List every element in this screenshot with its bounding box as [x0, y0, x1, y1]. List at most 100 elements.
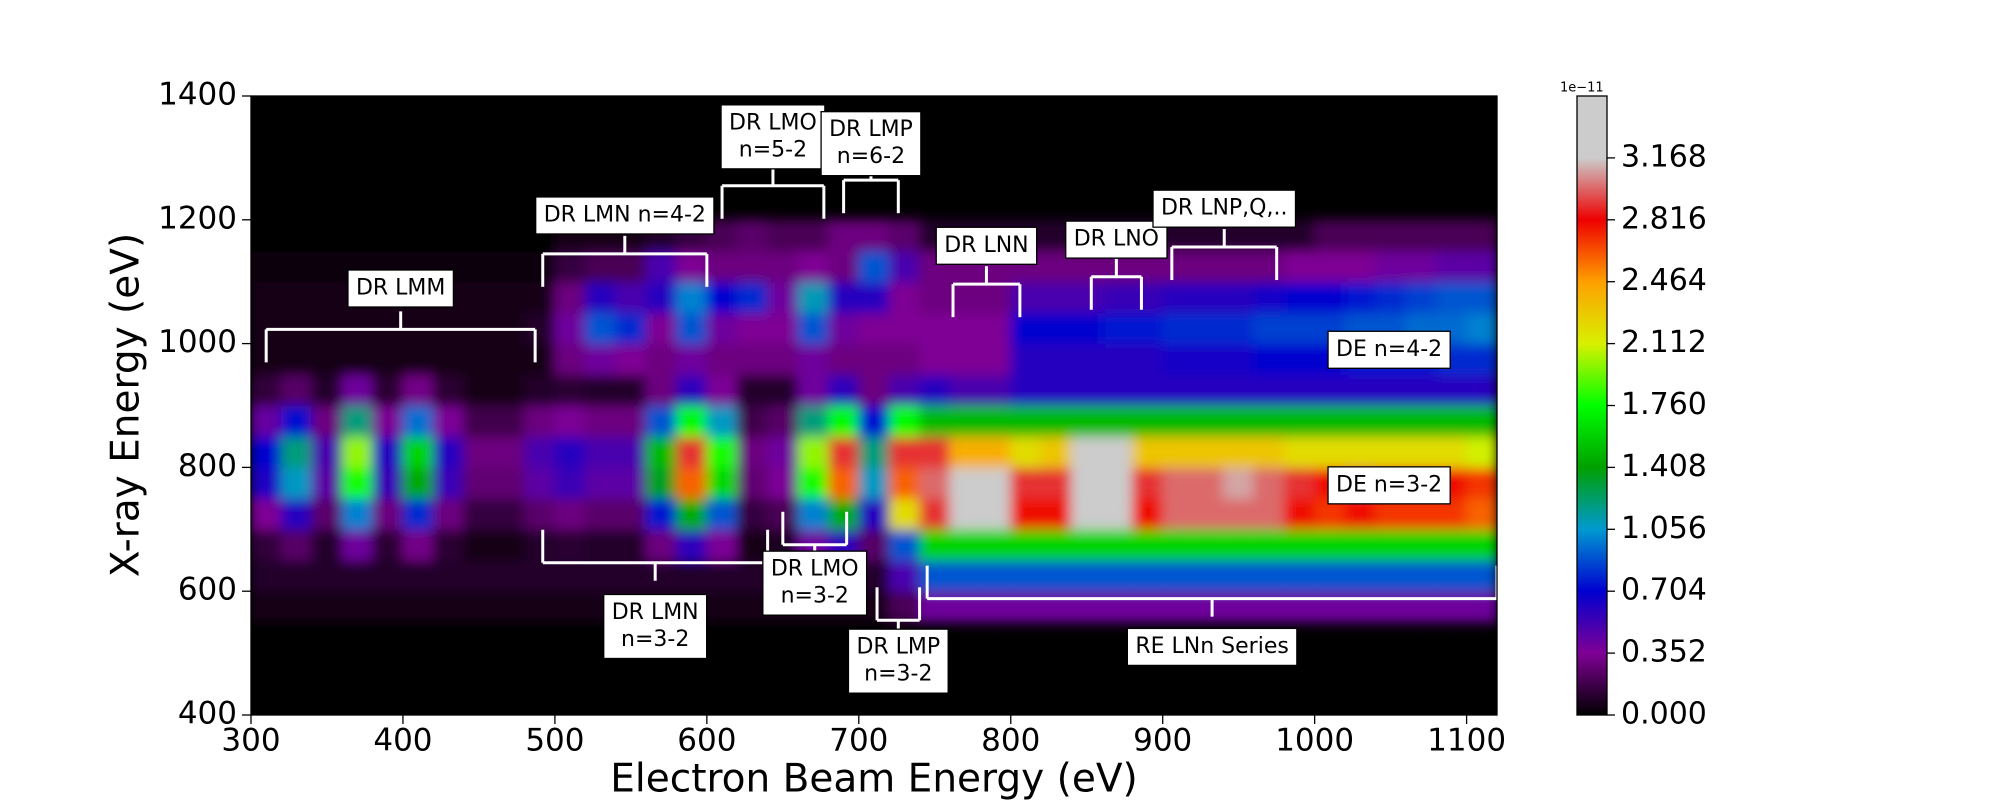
heat-cell [280, 466, 313, 499]
heat-cell [858, 466, 890, 499]
heat-cell [645, 435, 677, 468]
heat-cell [554, 405, 586, 437]
heat-cell [341, 466, 374, 499]
heat-cell [463, 250, 495, 283]
heat-cell [524, 590, 556, 623]
annotation-box [347, 269, 455, 308]
heat-cell [1101, 374, 1133, 406]
annotation-label: n=5-2 [739, 137, 807, 162]
heat-cell [1040, 281, 1073, 314]
heat-cell [1283, 405, 1316, 437]
annotation-box [1327, 330, 1451, 369]
heat-cell [372, 497, 404, 530]
heat-cell [1222, 497, 1255, 530]
heat-cell [584, 343, 617, 376]
heat-cell [372, 405, 404, 437]
heat-cell [645, 497, 677, 530]
heat-cell [251, 374, 282, 406]
heat-cell [827, 343, 860, 376]
heat-cell [1253, 374, 1285, 406]
heat-cell [402, 405, 434, 437]
heat-cell [341, 435, 374, 468]
heat-cell [979, 559, 1012, 592]
heat-cell [402, 497, 434, 530]
heat-cell [463, 466, 495, 499]
heat-cell [827, 466, 860, 499]
heat-cell [402, 374, 434, 406]
heat-cell [554, 250, 586, 283]
heat-cell [311, 435, 343, 468]
heat-cell [463, 528, 495, 561]
heat-cell [1101, 312, 1133, 345]
heat-cell [979, 312, 1012, 345]
heat-cell [1010, 281, 1042, 314]
annotation-box [762, 550, 868, 616]
heat-cell [1466, 466, 1497, 499]
heat-cell [1040, 405, 1073, 437]
heat-cell [1071, 281, 1103, 314]
heat-cell [1131, 435, 1164, 468]
heat-cell [280, 374, 313, 406]
heat-cell [1162, 559, 1194, 592]
heat-cell [1253, 590, 1285, 623]
heat-cell [645, 528, 677, 561]
heat-cell [1466, 590, 1497, 623]
annotation-label: DR LNN [944, 233, 1028, 258]
heat-cell [341, 343, 374, 376]
heat-cell [706, 405, 738, 437]
heat-cell [979, 281, 1012, 314]
heat-cell [280, 219, 313, 252]
annotation-box [535, 196, 715, 235]
heat-cell [1405, 219, 1437, 252]
heat-cell [1131, 312, 1164, 345]
heat-cell [372, 343, 404, 376]
heat-cell [675, 466, 708, 499]
heat-cell [341, 590, 374, 623]
heat-cell [1162, 312, 1194, 345]
heat-cell [1405, 374, 1437, 406]
annotation-box [1327, 466, 1451, 505]
heat-cell [463, 435, 495, 468]
annotation-label: DR LNP,Q,.. [1161, 196, 1288, 221]
heat-cell [311, 559, 343, 592]
heat-cell [1071, 559, 1103, 592]
heat-cell [493, 343, 526, 376]
heat-cell [402, 466, 434, 499]
heat-cell [1010, 559, 1042, 592]
x-tick-label: 800 [981, 723, 1040, 759]
colorbar-tick-label: 0.352 [1621, 635, 1707, 670]
heat-cell [341, 559, 374, 592]
heat-cell [858, 374, 890, 406]
heat-cell [888, 250, 921, 283]
heat-cell [280, 435, 313, 468]
heat-cell [919, 312, 951, 345]
heat-cell [1314, 281, 1346, 314]
heat-cell [251, 250, 282, 283]
heat-cell [1466, 497, 1497, 530]
heat-cell [493, 590, 526, 623]
heat-cell [827, 497, 860, 530]
heat-cell [1010, 497, 1042, 530]
heat-cell [645, 250, 677, 283]
heat-cell [280, 281, 313, 314]
heat-cell [1314, 405, 1346, 437]
heat-cell [1101, 528, 1133, 561]
heat-cell [1222, 250, 1255, 283]
heat-cell [797, 497, 829, 530]
heat-cell [645, 559, 677, 592]
heat-cell [1253, 528, 1285, 561]
heat-cell [1192, 250, 1224, 283]
heat-cell [1222, 590, 1255, 623]
heat-cell [615, 250, 647, 283]
heat-cell [767, 250, 799, 283]
heat-cell [979, 528, 1012, 561]
heat-cell [979, 374, 1012, 406]
heat-cell [311, 466, 343, 499]
heat-cell [432, 374, 465, 406]
heat-cell [1162, 374, 1194, 406]
heat-cell [736, 405, 769, 437]
heat-cell [858, 219, 890, 252]
annotation-label: n=3-2 [864, 662, 932, 687]
